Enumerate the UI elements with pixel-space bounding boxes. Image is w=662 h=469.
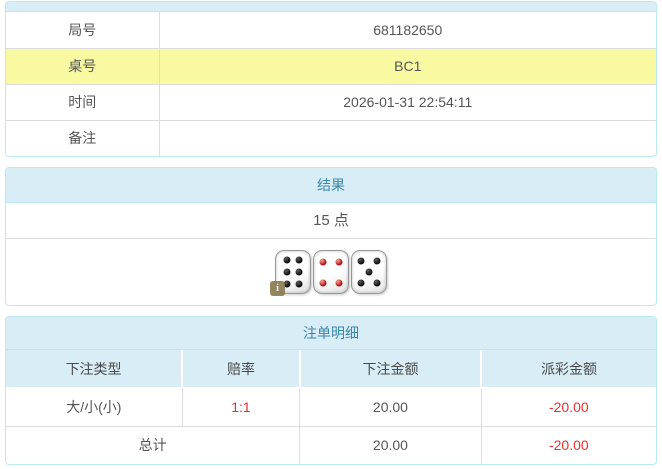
bet-amount: 20.00: [299, 388, 482, 426]
bet-row: 大/小(小) 1:1 20.00 -20.00: [6, 388, 656, 426]
result-panel-title: 结果: [6, 168, 656, 203]
total-payout: -20.00: [480, 425, 656, 464]
die-pip: [373, 257, 381, 265]
game-info-panel-header: [6, 2, 656, 12]
die-pip: [365, 268, 373, 276]
remark-value: [159, 120, 656, 156]
game-info-panel: 局号 681182650 桌号 BC1 时间 2026-01-31 22:54:…: [5, 1, 657, 157]
bet-odds: 1:1: [181, 388, 300, 426]
remark-label: 备注: [6, 120, 160, 156]
column-header-payout-amount: 派彩金额: [480, 350, 656, 389]
total-row: 总计 20.00 -20.00: [6, 425, 656, 464]
result-points: 15 点: [6, 203, 656, 239]
die-pip: [295, 280, 303, 288]
table-row-time: 时间 2026-01-31 22:54:11: [6, 84, 656, 121]
info-badge-icon[interactable]: i: [270, 281, 285, 296]
result-panel: 结果 15 点 i: [5, 167, 657, 306]
game-number-label: 局号: [6, 12, 160, 49]
column-header-bet-type: 下注类型: [6, 350, 183, 389]
die-pip: [335, 258, 343, 265]
table-row-table-number: 桌号 BC1: [6, 48, 656, 85]
die-pip: [357, 257, 365, 265]
bets-header-row: 下注类型 赔率 下注金额 派彩金额: [6, 350, 656, 389]
dice-row: i: [6, 239, 656, 305]
die-pip: [283, 280, 291, 288]
die-pip: [283, 256, 291, 264]
die-pip: [283, 268, 291, 276]
die-pip: [295, 268, 303, 276]
bets-panel: 注单明细 下注类型 赔率 下注金额 派彩金额 大/小(小) 1:1 20.00 …: [5, 316, 657, 465]
bets-panel-title: 注单明细: [6, 317, 656, 350]
column-header-odds: 赔率: [181, 350, 300, 389]
table-row-remark: 备注: [6, 120, 656, 156]
die-pip: [319, 258, 327, 265]
die-3-face-5: [351, 250, 387, 294]
die-pip: [373, 279, 381, 287]
game-info-table: 局号 681182650 桌号 BC1 时间 2026-01-31 22:54:…: [6, 12, 656, 156]
bet-type: 大/小(小): [66, 399, 122, 416]
die-pip: [357, 279, 365, 287]
total-label: 总计: [6, 425, 300, 464]
time-label: 时间: [6, 84, 160, 121]
die-pip: [319, 279, 327, 286]
table-number-value: BC1: [159, 48, 656, 85]
die-pip: [295, 256, 303, 264]
die-2-face-4: [313, 250, 349, 294]
die-pip: [335, 279, 343, 286]
die-1-face-6: i: [270, 250, 311, 296]
game-number-value: 681182650: [159, 12, 656, 49]
bet-payout: -20.00: [480, 388, 656, 426]
table-row-game-number: 局号 681182650: [6, 12, 656, 49]
time-value: 2026-01-31 22:54:11: [159, 84, 656, 121]
table-number-label: 桌号: [6, 48, 160, 85]
total-amount: 20.00: [299, 425, 482, 464]
column-header-bet-amount: 下注金额: [298, 350, 482, 389]
bets-table: 下注类型 赔率 下注金额 派彩金额 大/小(小) 1:1 20.00 -20.0…: [6, 350, 656, 464]
